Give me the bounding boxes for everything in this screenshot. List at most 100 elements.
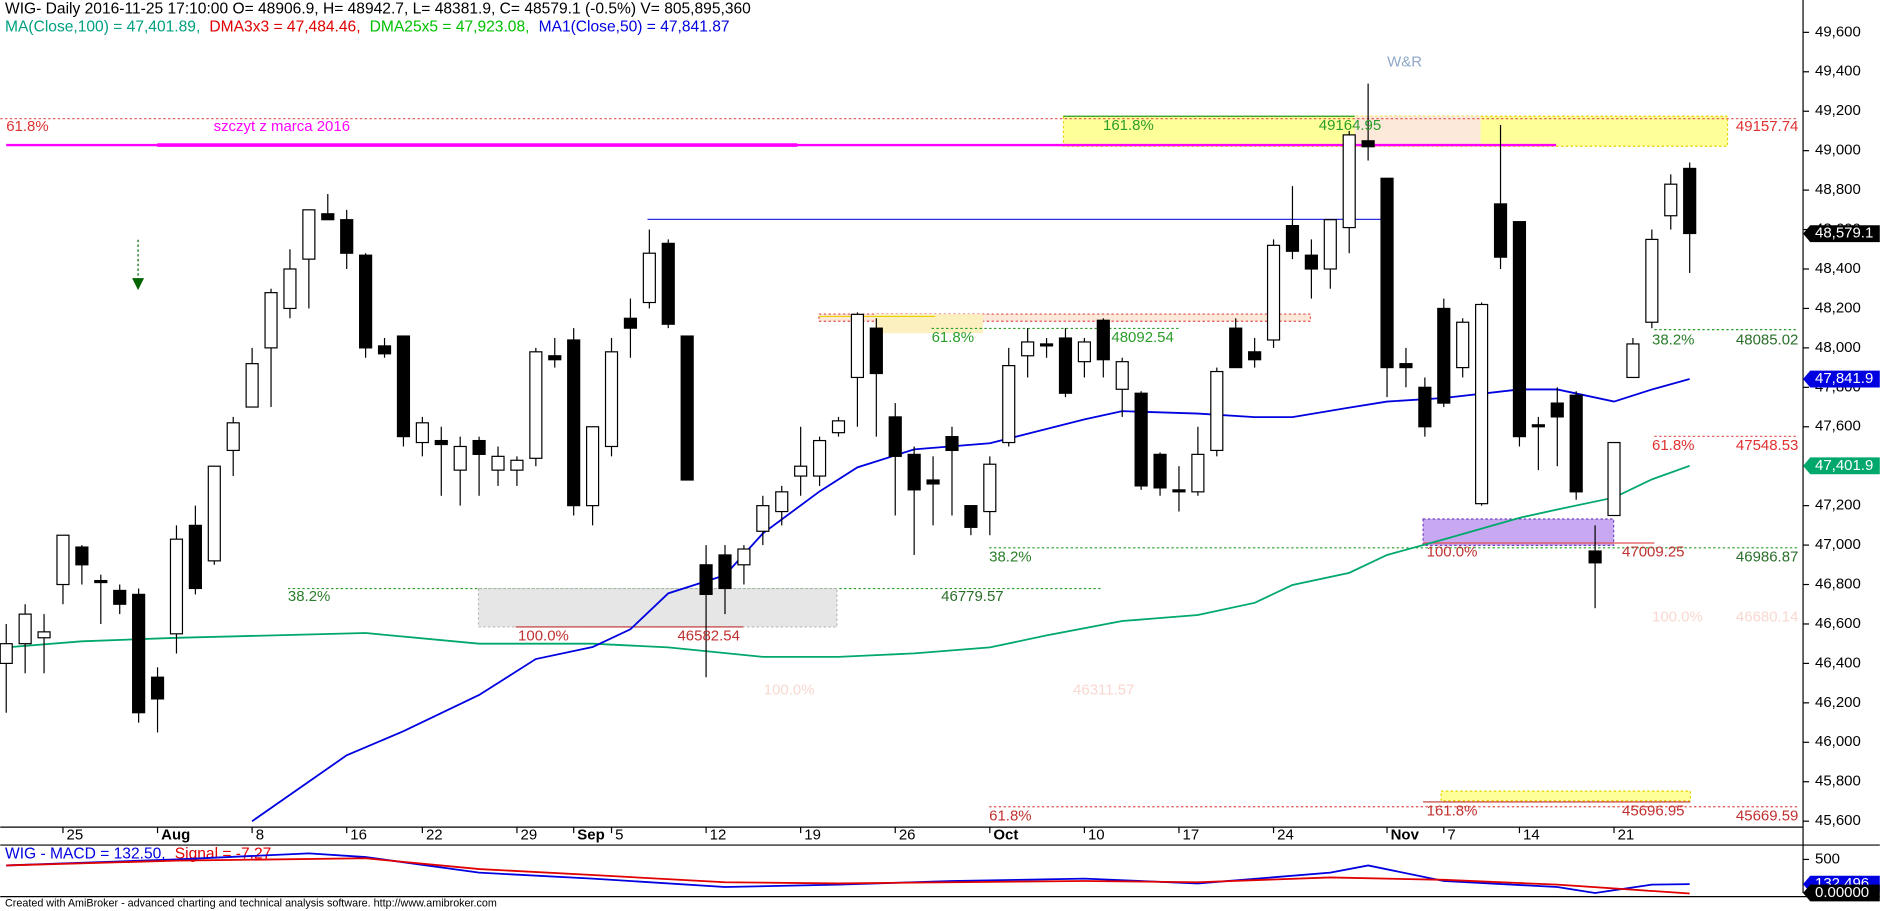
candle-body [1437,307,1451,404]
annotation: 49157.74 [1736,118,1798,135]
candle-body [548,355,562,361]
x-tick-label: 16 [350,826,367,843]
y-tick-label: 46,000 [1815,733,1861,750]
candle-body [1475,303,1489,505]
header-indicators: MA(Close,100) = 47,401.89, DMA3x3 = 47,4… [5,19,730,36]
annotation: 46986.87 [1736,548,1798,565]
candle-body [510,459,524,471]
price-label: 0.00000 [1815,884,1869,901]
candle-body [1418,386,1432,428]
annotation: szczyt z marca 2016 [214,118,350,135]
y-tick-label: 47,200 [1815,497,1861,514]
indicator: MA(Close,100) = 47,401.89, [5,19,200,36]
candle-body [850,313,865,379]
candle-body [150,676,165,700]
candle-body [1039,343,1054,347]
candle-body [945,436,959,452]
annotation: 161.8% [1103,117,1154,134]
candle-body [794,465,808,477]
x-tick-label: 21 [1618,826,1635,843]
candle-body [926,479,940,485]
candle-body [756,505,770,532]
x-tick-label: 7 [1447,826,1455,843]
annotation: 100.0% [518,627,569,644]
candle-body [1058,337,1073,394]
candle-body [1115,361,1129,390]
indicator-line [6,464,1690,658]
y-tick-label: 47,000 [1815,536,1861,553]
price-label: 47,841.9 [1815,370,1873,387]
y-tick-label: 47,600 [1815,418,1861,435]
candle-body [1645,238,1659,323]
candle-body [283,268,297,310]
candle-body [586,426,600,507]
header-title: WIG- Daily 2016-11-25 17:10:00 O= 48906.… [5,1,751,18]
candle-body [1380,177,1394,369]
candle-body [718,554,732,590]
candle-body [113,589,127,605]
candle-body [680,335,694,481]
zone [818,313,1311,322]
candle-body [1248,351,1262,361]
candle-body [207,465,221,562]
candle-body [1229,327,1243,369]
y-tick-label: 48,800 [1815,181,1861,198]
annotation: 61.8% [989,807,1031,824]
annotation: 49164.95 [1319,117,1381,134]
footer: Created with AmiBroker - advanced charti… [5,898,497,910]
candle-body [869,327,883,375]
candle-body [812,439,827,477]
annotation: 61.8% [6,118,48,135]
candle-body [1683,167,1697,235]
annotation: 38.2% [1652,331,1694,348]
y-tick-label: 500 [1815,850,1840,867]
candle-body [396,335,411,438]
candle-body [1323,219,1337,270]
x-tick-label: 12 [710,826,727,843]
annotation: 46680.14 [1736,608,1798,625]
candle-body [415,422,429,444]
price-label-box [1803,457,1880,475]
candle-body [75,546,89,566]
x-tick-label: 10 [1088,826,1105,843]
y-tick-label: 48,400 [1815,260,1861,277]
candle-body [1607,441,1621,517]
candle-body [132,593,146,714]
candle-body [472,439,486,455]
candle-body [1588,550,1602,564]
candle-body [1266,244,1281,341]
candle-body [302,209,316,260]
x-tick-label: 24 [1277,826,1294,843]
candle-body [1361,140,1375,148]
x-tick-label: 5 [615,826,623,843]
annotation: 47548.53 [1736,437,1798,454]
candle-body [1550,402,1564,418]
x-tick-label: Oct [993,826,1018,843]
x-tick-label: 26 [899,826,916,843]
annotation: 45696.95 [1622,802,1684,819]
y-tick-label: 49,200 [1815,102,1861,119]
x-tick-label: 22 [426,826,443,843]
candle-body [983,463,997,513]
candle-body [226,422,240,452]
candle-body [1172,489,1186,493]
annotation: 47009.25 [1622,544,1684,561]
annotation: 46311.57 [1073,681,1134,698]
candle-body [1210,370,1224,452]
zone [1422,518,1615,547]
candle-body [1399,363,1413,369]
annotation: 48085.02 [1736,331,1798,348]
y-tick-label: 45,800 [1815,773,1861,790]
candle-body [775,491,789,513]
annotation: 100.0% [1652,608,1703,625]
indicator-line [6,852,1690,894]
candle-body [604,351,619,448]
indicator-line [6,857,1690,895]
candle-body [340,219,354,254]
x-tick-label: 14 [1523,826,1540,843]
annotation: 61.8% [932,329,974,346]
x-tick-label: 29 [521,826,538,843]
y-tick-label: 49,400 [1815,63,1861,80]
